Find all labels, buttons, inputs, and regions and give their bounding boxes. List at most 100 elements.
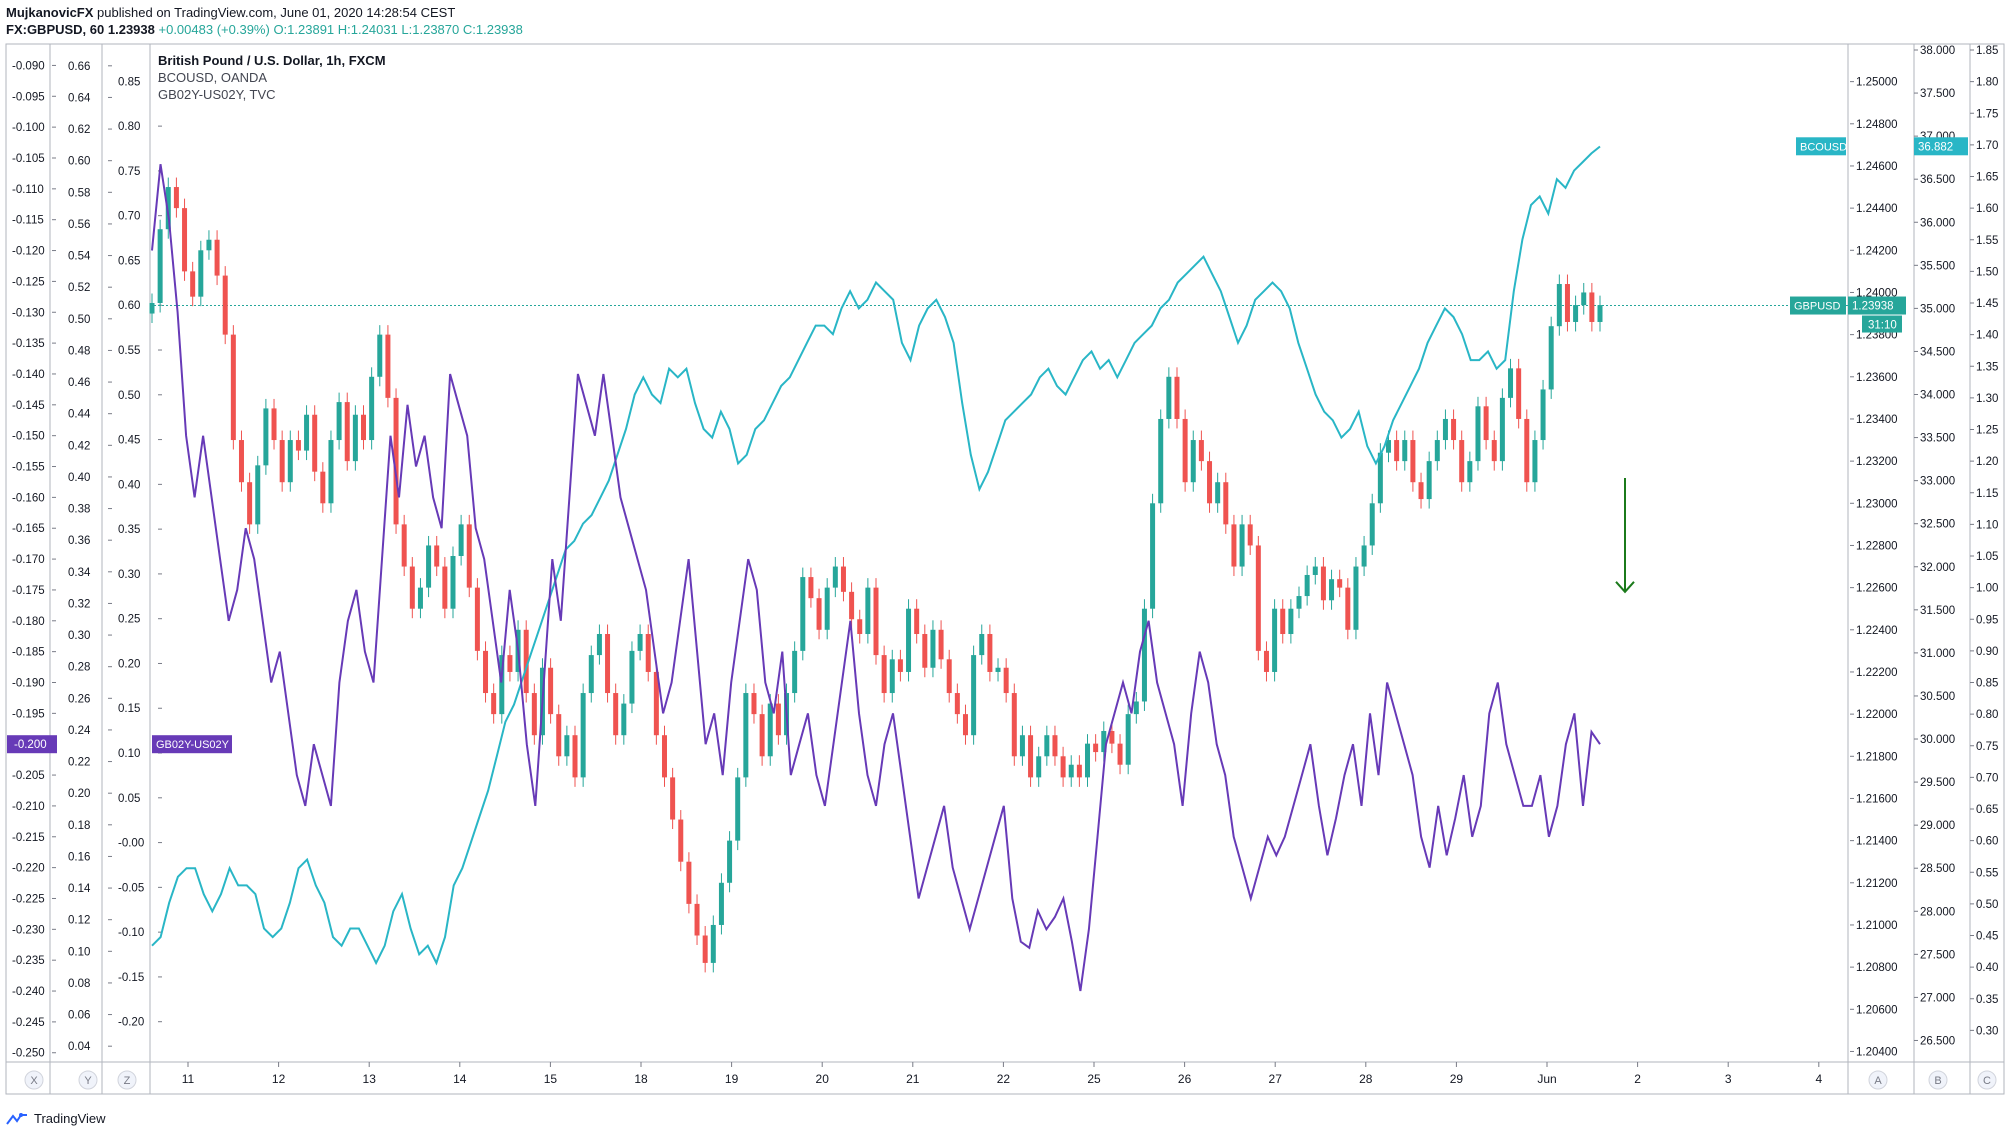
gbpusd-value-tag xyxy=(1848,296,1906,315)
time-tick-label: 11 xyxy=(182,1072,195,1086)
candle-body xyxy=(255,465,261,525)
candle-body xyxy=(361,414,367,441)
candle-body xyxy=(1304,574,1310,597)
candle-body xyxy=(1475,406,1481,462)
y-scale-tick: 0.10 xyxy=(118,748,140,760)
spread-scale-tick: -0.110 xyxy=(12,184,44,196)
z-scale-tick: 0.40 xyxy=(68,472,90,484)
axis-letter-label: A xyxy=(1874,1075,1882,1087)
candle-body xyxy=(279,440,285,483)
candle-body xyxy=(1548,326,1554,390)
axis-letter-button[interactable] xyxy=(1868,1070,1888,1090)
c-scale-tick: 1.60 xyxy=(1976,203,1998,215)
c-scale-tick: 1.00 xyxy=(1976,583,1998,595)
candle-body xyxy=(1426,461,1432,500)
spread-scale-tick: -0.220 xyxy=(12,863,45,875)
spread-scale-tick: -0.115 xyxy=(12,215,44,227)
c-scale-tick: 0.95 xyxy=(1976,614,1998,626)
y-scale-tick: -0.20 xyxy=(118,1017,144,1029)
candle-body xyxy=(1385,440,1391,453)
candle-body xyxy=(1011,693,1017,757)
gbpusd-scale-tick: 1.25000 xyxy=(1856,77,1898,89)
candle-body xyxy=(1377,452,1383,504)
bcousd-scale-tick: 32.500 xyxy=(1920,519,1955,531)
candle-body xyxy=(1255,545,1261,651)
candle-body xyxy=(962,714,968,736)
candle-body xyxy=(702,935,708,963)
c-scale-tick: 0.45 xyxy=(1976,931,1998,943)
candle-body xyxy=(1410,440,1416,483)
spread-scale-tick: -0.170 xyxy=(12,554,45,566)
z-scale-tick: 0.32 xyxy=(68,598,90,610)
bcousd-scale-tick: 34.500 xyxy=(1920,346,1955,358)
z-scale-tick: 0.08 xyxy=(68,978,90,990)
candle-body xyxy=(1093,743,1099,753)
spread-scale-tick: -0.100 xyxy=(12,122,45,134)
bcousd-scale-tick: 30.000 xyxy=(1920,734,1955,746)
candle-body xyxy=(1312,566,1318,575)
time-tick-label: Jun xyxy=(1537,1072,1556,1086)
z-scale-tick: 0.34 xyxy=(68,567,91,579)
legend-main[interactable]: British Pound / U.S. Dollar, 1h, FXCM xyxy=(158,53,386,68)
low-value: L:1.23870 xyxy=(401,22,460,37)
axis-letter-button[interactable] xyxy=(24,1070,44,1090)
legend-bcousd[interactable]: BCOUSD, OANDA xyxy=(158,70,268,85)
candle-body xyxy=(312,414,318,472)
bcousd-scale-tick: 33.000 xyxy=(1920,476,1955,488)
candle-body xyxy=(1345,587,1351,630)
candle-body xyxy=(377,334,383,377)
c-scale-tick: 1.10 xyxy=(1976,519,1998,531)
bcousd-scale-tick: 35.000 xyxy=(1920,303,1955,315)
candle-body xyxy=(1247,524,1253,546)
candle-body xyxy=(954,693,960,715)
spread-scale-tick: -0.180 xyxy=(12,616,45,628)
candle-body xyxy=(653,671,659,736)
spread-value-tag-text: -0.200 xyxy=(14,739,47,751)
spread-scale-tick: -0.240 xyxy=(12,986,45,998)
legend-spread[interactable]: GB02Y-US02Y, TVC xyxy=(158,87,276,102)
y-scale-tick: 0.30 xyxy=(118,569,140,581)
bcousd-scale-tick: 35.500 xyxy=(1920,260,1955,272)
author[interactable]: MujkanovicFX xyxy=(6,5,94,20)
chart-header: MujkanovicFX published on TradingView.co… xyxy=(6,4,523,38)
c-scale-tick: 1.45 xyxy=(1976,298,1998,310)
candle-body xyxy=(1280,608,1286,635)
candle-body xyxy=(686,861,692,904)
y-scale-tick: 0.15 xyxy=(118,703,140,715)
candle-body xyxy=(1174,376,1180,419)
candle-body xyxy=(759,714,765,757)
high-value: H:1.24031 xyxy=(337,22,398,37)
candle-body xyxy=(1483,406,1489,441)
gbpusd-scale-tick: 1.24200 xyxy=(1856,245,1898,257)
candle-body xyxy=(889,659,895,694)
spread-scale-tick: -0.140 xyxy=(12,369,45,381)
z-scale-tick: 0.44 xyxy=(68,409,91,421)
axis-letter-button[interactable] xyxy=(78,1070,98,1090)
axis-letter-button[interactable] xyxy=(1977,1070,1997,1090)
y-scale-tick: -0.15 xyxy=(118,972,144,984)
candle-body xyxy=(295,440,301,451)
candle-body xyxy=(1442,418,1448,441)
candle-body xyxy=(1133,701,1139,715)
symbol-label[interactable]: FX:GBPUSD, 60 xyxy=(6,22,105,37)
candle-body xyxy=(1028,735,1034,778)
candle-body xyxy=(1239,524,1245,567)
axis-letter-button[interactable] xyxy=(117,1070,137,1090)
spread-scale-tick: -0.095 xyxy=(12,91,45,103)
bcousd-scale-tick: 27.000 xyxy=(1920,992,1955,1004)
candle-body xyxy=(1060,756,1066,778)
candle-body xyxy=(499,655,505,715)
candle-body xyxy=(637,634,643,651)
z-scale-tick: 0.60 xyxy=(68,156,90,168)
candle-body xyxy=(442,566,448,609)
candle-body xyxy=(320,471,326,504)
candle-body xyxy=(1150,503,1156,609)
spread-name-tag-text: GB02Y-US02Y xyxy=(156,739,230,751)
time-tick-label: 21 xyxy=(906,1072,920,1086)
candle-body xyxy=(385,334,391,398)
axis-letter-button[interactable] xyxy=(1928,1070,1948,1090)
z-scale-tick: 0.24 xyxy=(68,725,91,737)
footer-brand[interactable]: TradingView xyxy=(6,1111,106,1126)
candle-body xyxy=(1036,756,1042,778)
